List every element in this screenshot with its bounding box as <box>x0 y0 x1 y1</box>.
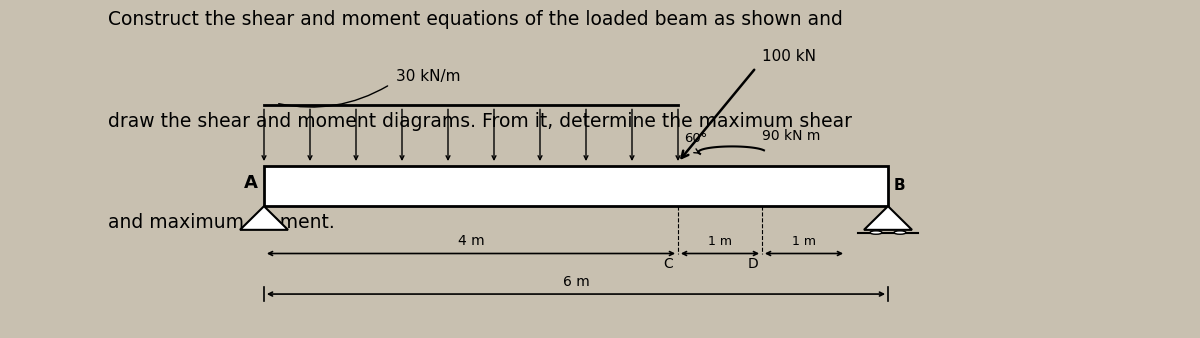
Text: Construct the shear and moment equations of the loaded beam as shown and: Construct the shear and moment equations… <box>108 10 842 29</box>
Text: draw the shear and moment diagrams. From it, determine the maximum shear: draw the shear and moment diagrams. From… <box>108 112 852 130</box>
Text: 90 kN m: 90 kN m <box>762 129 821 143</box>
Circle shape <box>894 231 906 234</box>
Text: 30 kN/m: 30 kN/m <box>396 70 461 84</box>
Text: 1 m: 1 m <box>792 236 816 248</box>
Circle shape <box>870 231 882 234</box>
Polygon shape <box>240 206 288 230</box>
Polygon shape <box>864 206 912 230</box>
Text: and maximum moment.: and maximum moment. <box>108 213 335 232</box>
Text: 4 m: 4 m <box>457 235 485 248</box>
Text: A: A <box>244 173 258 192</box>
Bar <box>264 166 888 206</box>
Text: 1 m: 1 m <box>708 236 732 248</box>
Text: D: D <box>748 257 758 271</box>
Text: 100 kN: 100 kN <box>762 49 816 64</box>
Text: 60°: 60° <box>684 132 707 145</box>
Text: C: C <box>664 257 673 271</box>
Text: 6 m: 6 m <box>563 275 589 289</box>
Text: B: B <box>894 178 906 193</box>
